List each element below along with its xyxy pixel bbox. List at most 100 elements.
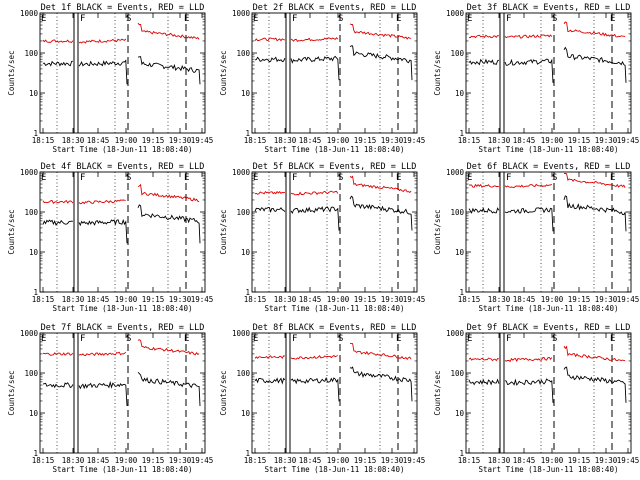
lld-series-line: [254, 37, 285, 42]
x-tick-label: 19:30: [595, 136, 618, 145]
y-tick-label: 100: [450, 369, 464, 378]
x-tick-label: 18:15: [32, 295, 55, 304]
marker-label-e: E: [396, 173, 401, 183]
x-tick-label: 19:30: [169, 136, 192, 145]
marker-label-e: E: [610, 14, 615, 24]
y-tick-label: 10: [455, 248, 465, 257]
y-tick-label: 100: [450, 208, 464, 217]
x-tick-label: 19:15: [142, 456, 165, 465]
y-tick-label: 1: [245, 288, 250, 297]
marker-label-s: S: [338, 14, 343, 24]
lld-series-line: [468, 183, 499, 189]
marker-label-s: S: [338, 173, 343, 183]
y-tick-label: 1000: [232, 329, 251, 338]
y-tick-label: 1: [33, 129, 38, 138]
marker-label-f: F: [506, 173, 511, 183]
x-axis-label: Start Time (18-Jun-11 18:08:40): [265, 465, 405, 474]
x-tick-label: 18:45: [87, 295, 110, 304]
events-series-line: [78, 59, 128, 85]
events-series-line: [349, 195, 413, 231]
x-tick-label: 18:45: [299, 295, 322, 304]
marker-label-start: E: [253, 173, 258, 183]
y-tick-label: 1000: [446, 9, 465, 18]
x-tick-label: 19:45: [403, 295, 426, 304]
lld-series-line: [563, 345, 626, 362]
x-tick-label: 18:15: [458, 136, 481, 145]
panel-det-9f: Det 9f BLACK = Events, RED = LLD 1 10 100 10…: [433, 323, 639, 474]
y-axis-label: Counts/sec: [433, 370, 442, 415]
x-tick-label: 19:00: [115, 456, 138, 465]
panel-title: Det 5f BLACK = Events, RED = LLD: [253, 162, 417, 172]
panel-title: Det 4f BLACK = Events, RED = LLD: [41, 162, 205, 172]
marker-label-e: E: [396, 14, 401, 24]
events-series-line: [468, 378, 500, 386]
events-series-line: [563, 46, 627, 83]
plot-frame: [251, 332, 418, 454]
lld-series-line: [254, 190, 286, 195]
lld-series-line: [349, 175, 412, 193]
y-tick-label: 10: [241, 89, 251, 98]
marker-label-start: E: [467, 173, 472, 183]
events-series-line: [468, 207, 500, 214]
x-tick-label: 18:30: [62, 456, 85, 465]
events-series-line: [42, 382, 74, 389]
lld-series-line: [137, 183, 200, 203]
x-tick-label: 18:45: [513, 295, 536, 304]
events-series-line: [78, 380, 128, 407]
y-tick-label: 1: [459, 129, 464, 138]
lld-series-line: [350, 342, 412, 361]
marker-label-e: E: [184, 173, 189, 183]
marker-label-e: E: [184, 14, 189, 24]
x-tick-label: 18:15: [244, 136, 267, 145]
events-series-line: [349, 45, 413, 81]
marker-label-e: E: [396, 334, 401, 344]
y-tick-label: 100: [450, 49, 464, 58]
x-tick-label: 19:00: [541, 136, 564, 145]
plot-frame: [39, 12, 206, 134]
lld-series-line: [504, 183, 553, 188]
y-tick-label: 1000: [20, 9, 39, 18]
y-tick-label: 1: [33, 449, 38, 458]
x-tick-label: 19:15: [354, 456, 377, 465]
marker-label-s: S: [338, 334, 343, 344]
y-tick-label: 1000: [446, 168, 465, 177]
marker-label-start: E: [467, 14, 472, 24]
marker-label-start: E: [467, 334, 472, 344]
x-tick-label: 18:15: [244, 456, 267, 465]
y-tick-label: 10: [29, 89, 39, 98]
y-tick-label: 1000: [232, 9, 251, 18]
lld-series-line: [290, 190, 339, 196]
y-axis-label: Counts/sec: [219, 370, 228, 415]
events-series-line: [349, 366, 413, 402]
marker-label-s: S: [126, 334, 131, 344]
x-tick-label: 19:45: [617, 295, 640, 304]
x-axis-label: Start Time (18-Jun-11 18:08:40): [479, 304, 619, 313]
marker-label-start: E: [253, 14, 258, 24]
lld-series-line: [349, 23, 412, 40]
x-tick-label: 19:00: [115, 295, 138, 304]
marker-label-f: F: [80, 173, 85, 183]
x-tick-label: 19:45: [403, 136, 426, 145]
x-axis-label: Start Time (18-Jun-11 18:08:40): [53, 145, 193, 154]
lld-series-line: [78, 38, 127, 44]
x-tick-label: 18:45: [299, 136, 322, 145]
panel-det-1f: Det 1f BLACK = Events, RED = LLD 1 10 100 10…: [7, 3, 213, 154]
x-axis-label: Start Time (18-Jun-11 18:08:40): [53, 304, 193, 313]
y-axis-label: Counts/sec: [433, 209, 442, 254]
marker-label-e: E: [610, 173, 615, 183]
x-tick-label: 19:30: [169, 456, 192, 465]
x-tick-label: 19:00: [115, 136, 138, 145]
events-series-line: [290, 376, 340, 402]
x-tick-label: 18:30: [274, 136, 297, 145]
x-axis-label: Start Time (18-Jun-11 18:08:40): [479, 145, 619, 154]
events-series-line: [563, 366, 627, 403]
y-axis-label: Counts/sec: [433, 50, 442, 95]
x-tick-label: 18:30: [274, 295, 297, 304]
y-tick-label: 100: [236, 369, 250, 378]
panel-title: Det 2f BLACK = Events, RED = LLD: [253, 3, 417, 13]
x-tick-label: 19:30: [381, 456, 404, 465]
panel-title: Det 1f BLACK = Events, RED = LLD: [41, 3, 205, 13]
x-tick-label: 19:30: [595, 456, 618, 465]
marker-label-e: E: [610, 334, 615, 344]
